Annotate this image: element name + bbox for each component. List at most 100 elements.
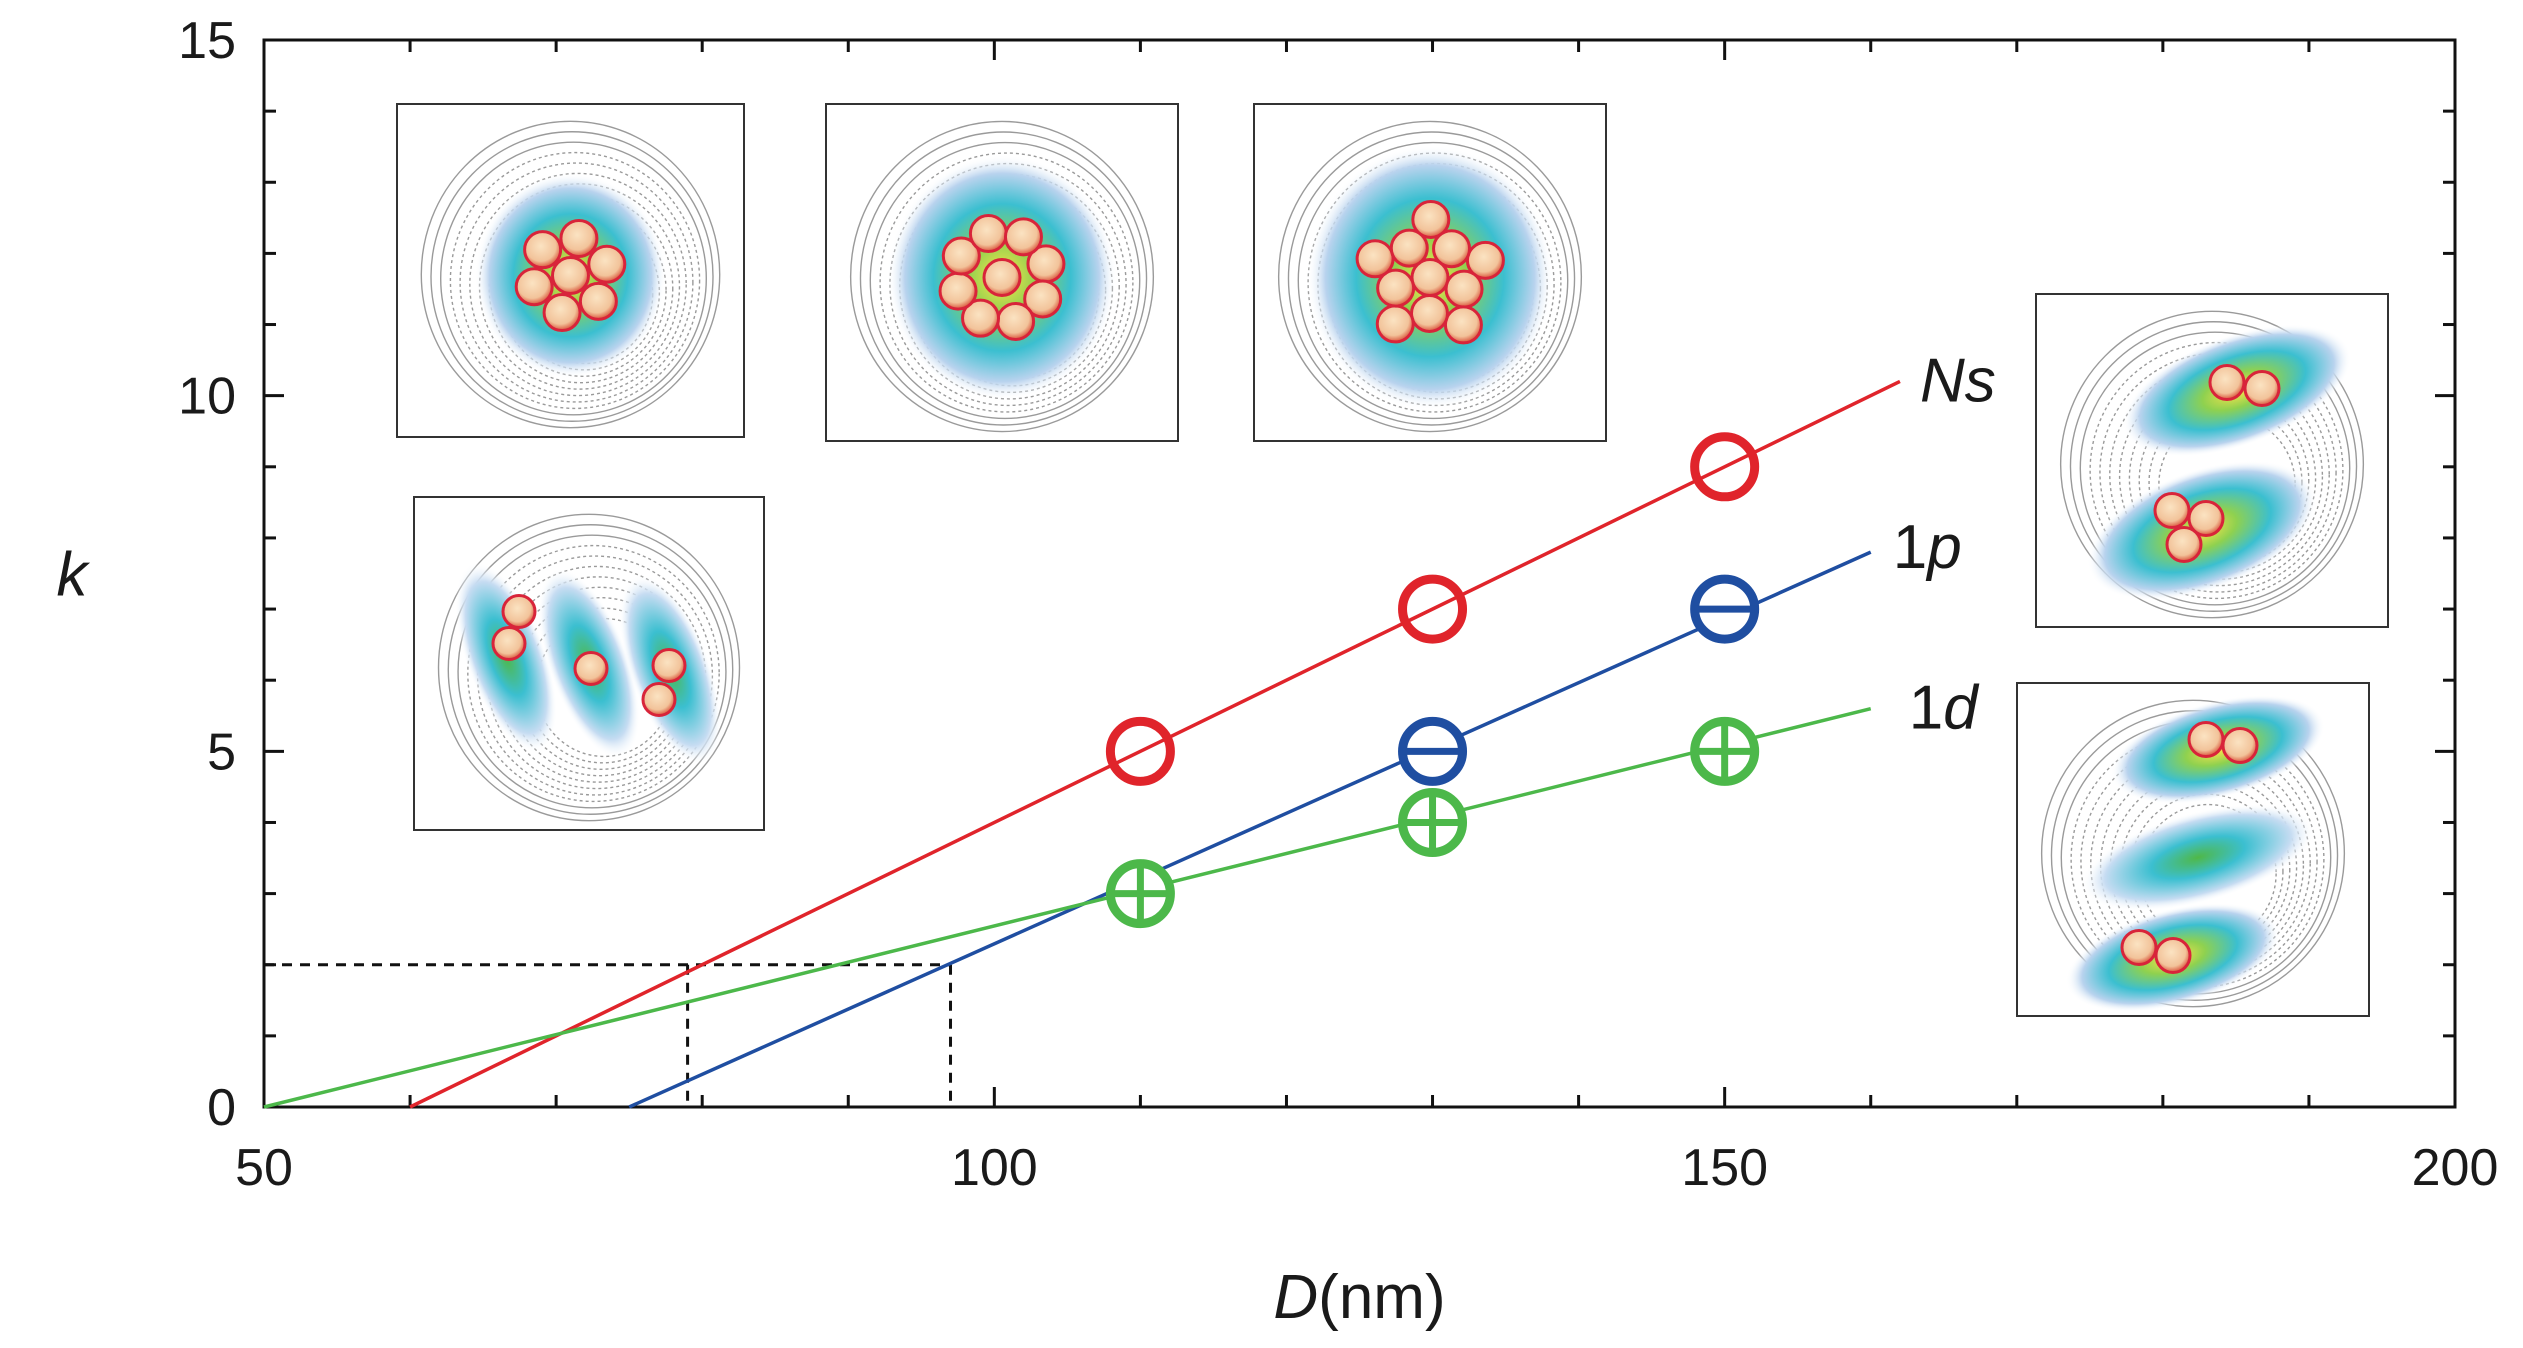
inset-9-nodes-contour <box>889 162 1127 407</box>
series-label-Ns: Ns <box>1920 346 1996 415</box>
node-marker <box>1389 228 1429 268</box>
node-marker <box>1444 269 1484 309</box>
node-marker <box>2187 721 2225 758</box>
y-tick-label: 5 <box>207 723 236 781</box>
inset-9-nodes-contour <box>849 120 1155 433</box>
inset-9-nodes-contour <box>869 141 1141 420</box>
node-marker <box>1376 268 1416 308</box>
inset-11-nodes-contour <box>1297 141 1569 420</box>
series-label-symbol: Ns <box>1920 346 1996 415</box>
inset-7-nodes-round-contour <box>459 162 694 403</box>
node-marker <box>491 626 527 661</box>
series-label-1p: 1p <box>1893 513 1962 582</box>
inset-two-lobes-contour <box>2079 331 2351 606</box>
node-marker <box>542 293 582 333</box>
data-point-1p <box>1690 574 1760 644</box>
data-point-Ns <box>1690 432 1760 502</box>
node-marker <box>1023 279 1063 319</box>
node-marker <box>938 271 978 311</box>
node-marker <box>523 230 563 270</box>
inset-three-lobes-contour <box>467 544 720 803</box>
series-label-number: 1 <box>1909 674 1943 743</box>
data-point-Ns <box>1105 716 1175 786</box>
node-marker <box>2208 364 2246 401</box>
x-tick-label: 150 <box>1681 1139 1768 1197</box>
node-marker <box>641 682 677 717</box>
inset-9-nodes <box>825 103 1179 442</box>
series-label-symbol: p <box>1925 513 1961 582</box>
node-marker <box>2243 370 2281 407</box>
marker-ring <box>1105 716 1175 786</box>
node-marker <box>941 236 981 276</box>
data-point-1d <box>1105 859 1175 929</box>
x-tick-label: 50 <box>235 1139 293 1197</box>
x-tick-label: 100 <box>951 1139 1038 1197</box>
inset-11-nodes-contour <box>1287 131 1576 426</box>
node-marker <box>1465 240 1505 280</box>
marker-ring <box>1398 574 1468 644</box>
y-tick-label: 0 <box>207 1079 236 1137</box>
inset-two-lobes-contour <box>2069 321 2358 612</box>
inset-11-nodes-contour <box>1277 120 1583 433</box>
node-marker <box>501 594 537 629</box>
node-marker <box>2154 937 2192 974</box>
inset-7-nodes-round-contour <box>420 120 721 429</box>
x-tick-label: 200 <box>2412 1139 2499 1197</box>
data-point-1d <box>1398 787 1468 857</box>
node-marker <box>2153 492 2191 529</box>
density-band <box>2081 804 2315 911</box>
inset-three-lobes <box>413 496 765 831</box>
node-marker <box>982 258 1022 297</box>
inset-7-nodes-round-contour <box>488 193 674 384</box>
series-layer <box>263 379 1901 1109</box>
marker-ring <box>1690 432 1760 502</box>
inset-two-lobes <box>2035 293 2389 628</box>
insets-layer <box>396 103 2389 1017</box>
inset-three-bands-contour <box>2090 751 2311 976</box>
inset-two-lobes-contour <box>2089 341 2344 600</box>
data-point-1p <box>1398 716 1468 786</box>
inset-two-lobes-contour <box>2059 310 2365 619</box>
node-marker <box>1409 293 1449 333</box>
node-marker <box>1375 304 1415 344</box>
y-tick-label: 15 <box>178 12 236 70</box>
inset-9-nodes-contour <box>879 152 1134 413</box>
node-marker <box>1411 200 1451 240</box>
inset-7-nodes-round <box>396 103 745 438</box>
series-1d <box>263 706 1872 1109</box>
node-marker <box>2221 727 2259 764</box>
node-marker <box>2120 929 2158 966</box>
series-1p <box>628 550 1872 1109</box>
series-label-symbol: d <box>1943 674 1980 743</box>
series-label-number: 1 <box>1893 513 1927 582</box>
y-axis-label: k <box>57 541 91 610</box>
fit-line-Ns <box>409 379 1901 1109</box>
node-marker <box>1003 217 1043 257</box>
fit-line-1d <box>263 706 1872 1109</box>
inset-7-nodes-round-contour <box>440 141 707 416</box>
node-marker <box>961 298 1001 338</box>
fit-line-1p <box>628 550 1872 1109</box>
axes: 50 100 150 200 0 5 10 15 D(nm) k <box>57 12 2499 1332</box>
node-marker <box>559 218 599 258</box>
data-point-Ns <box>1398 574 1468 644</box>
node-marker <box>651 648 687 683</box>
node-marker <box>996 301 1036 341</box>
node-marker <box>1432 229 1472 269</box>
inset-11-nodes <box>1253 103 1607 442</box>
x-axis-label: D(nm) <box>1273 1263 1445 1332</box>
node-marker <box>1355 239 1395 279</box>
x-axis-label-symbol: D <box>1273 1263 1318 1332</box>
node-marker <box>551 256 590 295</box>
inset-7-nodes-round-contour <box>430 131 714 422</box>
series-label-1d: 1d <box>1909 674 1980 743</box>
data-point-1d <box>1690 716 1760 786</box>
node-marker <box>2165 526 2203 563</box>
inset-three-bands <box>2016 682 2370 1017</box>
inset-three-lobes-contour <box>447 524 734 815</box>
inset-three-bands-contour <box>2040 699 2346 1008</box>
node-marker <box>514 267 554 307</box>
node-marker <box>578 281 618 321</box>
